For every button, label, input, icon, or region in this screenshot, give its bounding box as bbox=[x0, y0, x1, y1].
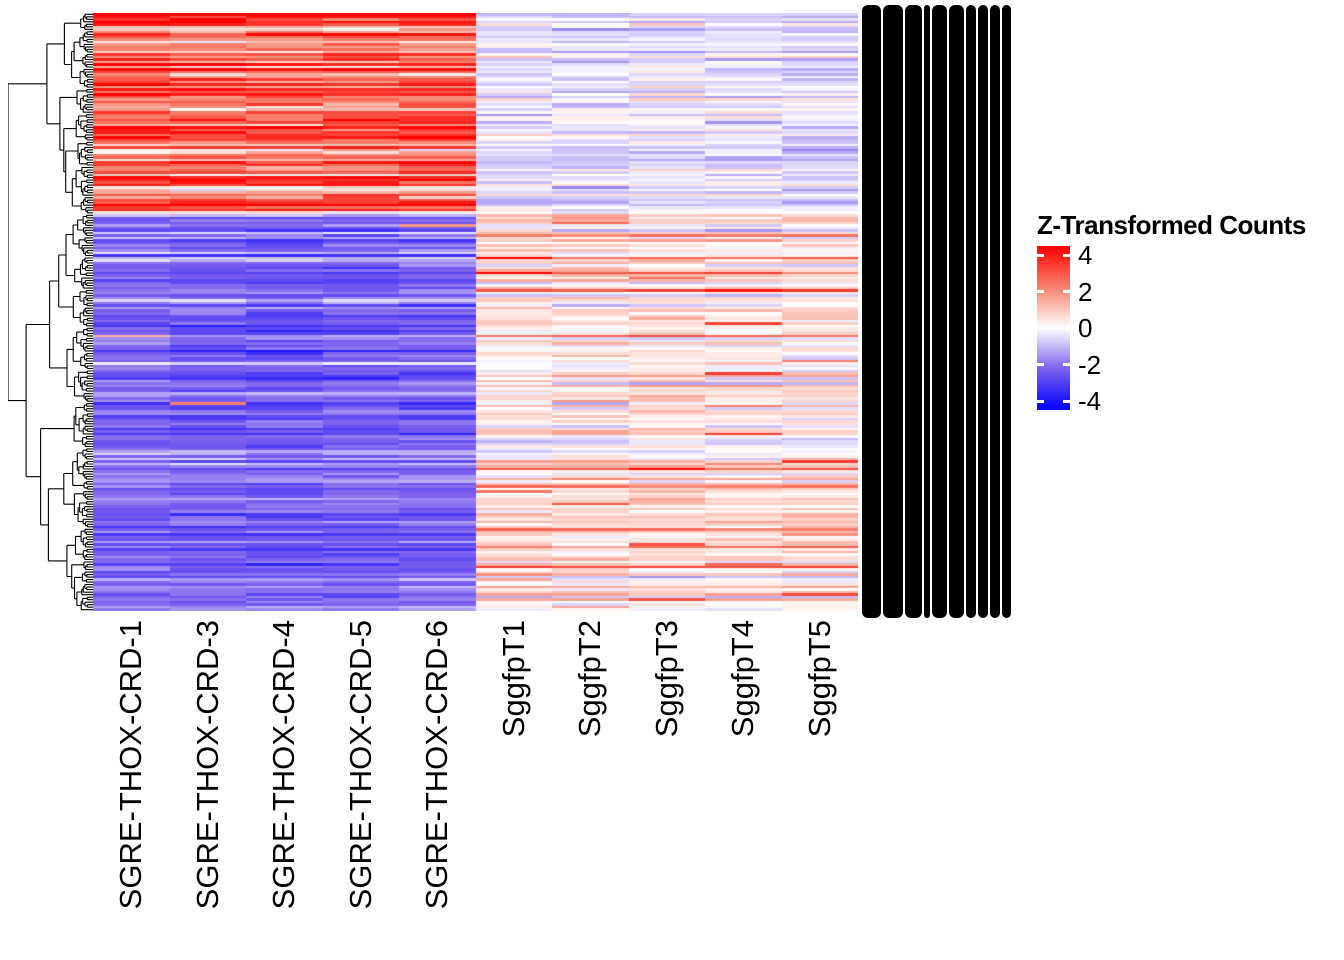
legend-tick-label: -2 bbox=[1078, 349, 1102, 380]
column-label-sggfpt5: SggfpT5 bbox=[801, 620, 837, 738]
dendrogram-lines bbox=[8, 13, 93, 611]
column-label-sgre-thox-crd-4: SGRE-THOX-CRD-4 bbox=[266, 620, 302, 910]
legend-tick-label: -4 bbox=[1078, 386, 1102, 416]
column-label-sggfpt2: SggfpT2 bbox=[572, 620, 608, 738]
row-dendrogram bbox=[8, 13, 93, 611]
column-label-sggfpt1: SggfpT1 bbox=[495, 620, 531, 738]
legend-tick-mark bbox=[1037, 290, 1044, 293]
row-label-bar bbox=[905, 5, 922, 618]
row-labels-band bbox=[862, 5, 1014, 618]
legend-tick-mark bbox=[1037, 326, 1044, 330]
legend-tick-mark bbox=[1063, 326, 1070, 330]
legend-tick-label: 0 bbox=[1078, 313, 1093, 343]
heatmap-matrix bbox=[93, 13, 858, 611]
legend-tick-mark bbox=[1037, 253, 1044, 257]
legend-title: Z-Transformed Counts bbox=[1037, 210, 1306, 240]
legend-tick-label: 2 bbox=[1078, 276, 1093, 307]
row-label-bar bbox=[924, 5, 930, 618]
legend-tick-mark bbox=[1063, 363, 1070, 366]
row-label-bar bbox=[932, 5, 947, 618]
column-label-sgre-thox-crd-5: SGRE-THOX-CRD-5 bbox=[342, 620, 378, 910]
column-label-sggfpt3: SggfpT3 bbox=[648, 620, 684, 738]
row-label-bar bbox=[966, 5, 976, 618]
legend-tick-mark bbox=[1063, 290, 1070, 293]
row-label-bar bbox=[949, 5, 964, 618]
row-label-bar bbox=[883, 5, 903, 618]
column-label-sgre-thox-crd-6: SGRE-THOX-CRD-6 bbox=[419, 620, 455, 910]
legend-tick-mark bbox=[1037, 399, 1044, 403]
legend-tick-label: 4 bbox=[1078, 240, 1093, 270]
row-label-bar bbox=[862, 5, 881, 618]
row-label-bar bbox=[990, 5, 1000, 618]
legend-tick-mark bbox=[1063, 253, 1070, 257]
column-label-sggfpt4: SggfpT4 bbox=[725, 620, 761, 738]
column-label-sgre-thox-crd-3: SGRE-THOX-CRD-3 bbox=[189, 620, 225, 910]
row-label-bar bbox=[1002, 5, 1011, 618]
legend-tick-mark bbox=[1037, 363, 1044, 366]
row-label-bar bbox=[978, 5, 988, 618]
column-label-sgre-thox-crd-1: SGRE-THOX-CRD-1 bbox=[113, 620, 149, 910]
legend: Z-Transformed Counts 4 2 0 -2 -4 bbox=[1037, 210, 1337, 414]
legend-tick-mark bbox=[1063, 399, 1070, 403]
